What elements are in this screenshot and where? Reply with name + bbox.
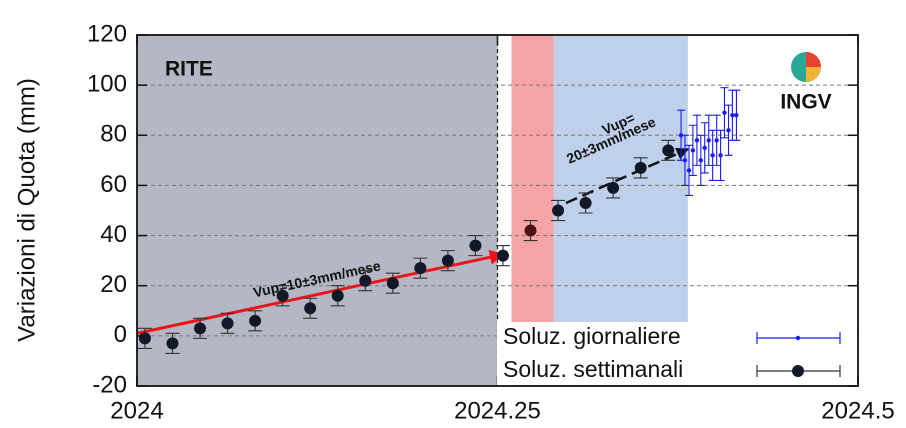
legend-label: Soluz. giornaliere bbox=[503, 323, 681, 349]
y-tick-label: 120 bbox=[87, 20, 127, 47]
data-point bbox=[686, 168, 692, 173]
y-axis-label: Variazioni di Quota (mm) bbox=[13, 78, 40, 342]
x-tick-label: 2024.25 bbox=[454, 397, 541, 424]
data-point bbox=[694, 138, 700, 143]
data-point bbox=[702, 145, 707, 151]
station-label: RITE bbox=[165, 58, 213, 81]
shaded-period bbox=[137, 35, 498, 386]
logo-globe bbox=[806, 67, 821, 82]
data-point bbox=[221, 317, 234, 330]
data-point bbox=[690, 148, 696, 153]
x-tick-label: 2024 bbox=[110, 397, 163, 424]
y-tick-label: 60 bbox=[100, 171, 127, 198]
trend-arrow bbox=[565, 147, 689, 205]
data-point bbox=[552, 204, 565, 217]
data-point bbox=[726, 128, 731, 133]
logo: INGV bbox=[780, 52, 832, 114]
logo-text: INGV bbox=[780, 91, 831, 114]
data-point bbox=[359, 274, 372, 287]
data-point bbox=[469, 239, 482, 252]
data-point bbox=[662, 144, 675, 157]
y-tick-label: 80 bbox=[100, 121, 127, 148]
data-point bbox=[579, 196, 592, 209]
data-point bbox=[166, 337, 179, 350]
plot-frame bbox=[136, 34, 859, 387]
data-point bbox=[138, 332, 151, 345]
legend-sample bbox=[795, 335, 801, 341]
data-point bbox=[441, 254, 454, 267]
data-point bbox=[194, 322, 207, 335]
data-point bbox=[607, 181, 620, 194]
y-tick-label: 0 bbox=[114, 321, 127, 348]
logo-globe bbox=[806, 52, 821, 67]
data-point bbox=[706, 138, 711, 143]
data-point bbox=[682, 158, 688, 163]
y-tick-label: 40 bbox=[100, 221, 127, 248]
trend-arrow bbox=[136, 249, 505, 335]
legend-label: Soluz. settimanali bbox=[503, 356, 683, 382]
data-point bbox=[730, 113, 735, 118]
data-point bbox=[714, 138, 719, 143]
data-point bbox=[331, 289, 344, 302]
data-point bbox=[718, 153, 723, 158]
data-point bbox=[734, 113, 739, 118]
data-point bbox=[710, 153, 715, 158]
x-tick-label: 2024.5 bbox=[821, 397, 894, 424]
y-tick-label: 20 bbox=[100, 271, 127, 298]
data-point bbox=[249, 314, 262, 327]
data-point bbox=[496, 249, 509, 262]
data-point bbox=[276, 289, 289, 302]
y-tick-label: -20 bbox=[92, 371, 127, 398]
data-point bbox=[304, 302, 317, 315]
data-point bbox=[414, 262, 427, 275]
data-point bbox=[524, 224, 537, 237]
data-point bbox=[698, 158, 704, 163]
legend-sample bbox=[792, 365, 804, 377]
y-tick-label: 100 bbox=[87, 70, 127, 97]
data-point bbox=[386, 277, 399, 290]
data-point bbox=[722, 110, 727, 115]
data-point bbox=[634, 161, 647, 174]
